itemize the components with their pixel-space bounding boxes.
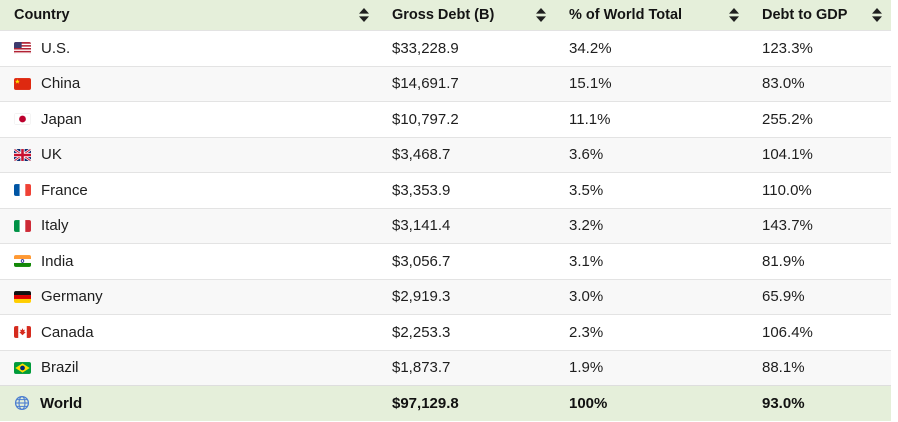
total-debt-gdp-cell: 93.0% bbox=[748, 385, 891, 421]
pct-world-cell: 3.6% bbox=[555, 136, 748, 173]
table-row-uk: UK $3,468.7 3.6% 104.1% bbox=[0, 136, 891, 173]
debt-gdp-cell: 83.0% bbox=[748, 65, 891, 102]
table-row-japan: Japan $10,797.2 11.1% 255.2% bbox=[0, 101, 891, 137]
total-gross-debt-cell: $97,129.8 bbox=[378, 385, 555, 421]
india-flag-icon bbox=[14, 255, 31, 268]
column-label-country: Country bbox=[14, 7, 70, 23]
column-label-debt-to-gdp: Debt to GDP bbox=[762, 7, 848, 23]
germany-flag-icon bbox=[14, 290, 31, 303]
gross-debt-cell: $33,228.9 bbox=[378, 30, 555, 66]
brazil-flag-icon bbox=[14, 361, 31, 374]
sort-icon[interactable] bbox=[872, 8, 882, 22]
debt-gdp-cell: 123.3% bbox=[748, 30, 891, 66]
sort-icon[interactable] bbox=[536, 8, 546, 22]
pct-world-cell: 34.2% bbox=[555, 30, 748, 66]
gross-debt-cell: $2,919.3 bbox=[378, 278, 555, 315]
debt-gdp-cell: 143.7% bbox=[748, 207, 891, 244]
pct-world-cell: 2.3% bbox=[555, 314, 748, 350]
gross-debt-cell: $1,873.7 bbox=[378, 349, 555, 386]
column-header-debt-to-gdp[interactable]: Debt to GDP bbox=[748, 0, 891, 31]
column-label-pct-world: % of World Total bbox=[569, 7, 683, 23]
france-flag-icon bbox=[14, 184, 31, 197]
debt-gdp-cell: 81.9% bbox=[748, 243, 891, 279]
gross-debt-cell: $3,141.4 bbox=[378, 207, 555, 244]
gross-debt-cell: $3,468.7 bbox=[378, 136, 555, 173]
debt-gdp-cell: 106.4% bbox=[748, 314, 891, 350]
gross-debt-cell: $3,056.7 bbox=[378, 243, 555, 279]
country-name: Canada bbox=[41, 323, 94, 341]
country-name: U.S. bbox=[41, 39, 71, 57]
pct-world-cell: 3.1% bbox=[555, 243, 748, 279]
china-flag-icon bbox=[14, 77, 31, 90]
table-row-world-total: World $97,129.8 100% 93.0% bbox=[0, 385, 891, 421]
total-pct-world-cell: 100% bbox=[555, 385, 748, 421]
gross-debt-cell: $14,691.7 bbox=[378, 65, 555, 102]
table-row-france: France $3,353.9 3.5% 110.0% bbox=[0, 172, 891, 208]
table-row-china: China $14,691.7 15.1% 83.0% bbox=[0, 65, 891, 102]
column-label-gross-debt: Gross Debt (B) bbox=[392, 7, 495, 23]
country-name: France bbox=[41, 181, 88, 199]
gross-debt-cell: $3,353.9 bbox=[378, 172, 555, 208]
debt-gdp-cell: 255.2% bbox=[748, 101, 891, 137]
us-flag-icon bbox=[14, 42, 31, 55]
table-row-india: India $3,056.7 3.1% 81.9% bbox=[0, 243, 891, 279]
canada-flag-icon bbox=[14, 326, 31, 339]
italy-flag-icon bbox=[14, 219, 31, 232]
pct-world-cell: 11.1% bbox=[555, 101, 748, 137]
country-name: Italy bbox=[41, 217, 69, 235]
pct-world-cell: 3.2% bbox=[555, 207, 748, 244]
debt-gdp-cell: 65.9% bbox=[748, 278, 891, 315]
japan-flag-icon bbox=[14, 113, 31, 126]
debt-gdp-cell: 104.1% bbox=[748, 136, 891, 173]
column-header-country[interactable]: Country bbox=[0, 0, 378, 31]
table-row-italy: Italy $3,141.4 3.2% 143.7% bbox=[0, 207, 891, 244]
column-header-pct-world[interactable]: % of World Total bbox=[555, 0, 748, 31]
country-name: Japan bbox=[41, 110, 82, 128]
gross-debt-cell: $2,253.3 bbox=[378, 314, 555, 350]
debt-gdp-cell: 88.1% bbox=[748, 349, 891, 386]
table-row-canada: Canada $2,253.3 2.3% 106.4% bbox=[0, 314, 891, 350]
uk-flag-icon bbox=[14, 148, 31, 161]
pct-world-cell: 3.0% bbox=[555, 278, 748, 315]
table-header: Country Gross Debt (B) % of World Total bbox=[0, 0, 891, 31]
total-label: World bbox=[40, 394, 83, 412]
pct-world-cell: 1.9% bbox=[555, 349, 748, 386]
pct-world-cell: 15.1% bbox=[555, 65, 748, 102]
country-name: Brazil bbox=[41, 359, 79, 377]
table-row-us: U.S. $33,228.9 34.2% 123.3% bbox=[0, 30, 891, 66]
gross-debt-cell: $10,797.2 bbox=[378, 101, 555, 137]
table-row-brazil: Brazil $1,873.7 1.9% 88.1% bbox=[0, 349, 891, 386]
column-header-gross-debt[interactable]: Gross Debt (B) bbox=[378, 0, 555, 31]
debt-gdp-cell: 110.0% bbox=[748, 172, 891, 208]
country-name: China bbox=[41, 75, 81, 93]
country-name: UK bbox=[41, 146, 62, 164]
country-name: India bbox=[41, 252, 74, 270]
pct-world-cell: 3.5% bbox=[555, 172, 748, 208]
sort-icon[interactable] bbox=[729, 8, 739, 22]
country-name: Germany bbox=[41, 288, 103, 306]
table-row-germany: Germany $2,919.3 3.0% 65.9% bbox=[0, 278, 891, 315]
globe-icon bbox=[14, 395, 30, 411]
sort-icon[interactable] bbox=[359, 8, 369, 22]
